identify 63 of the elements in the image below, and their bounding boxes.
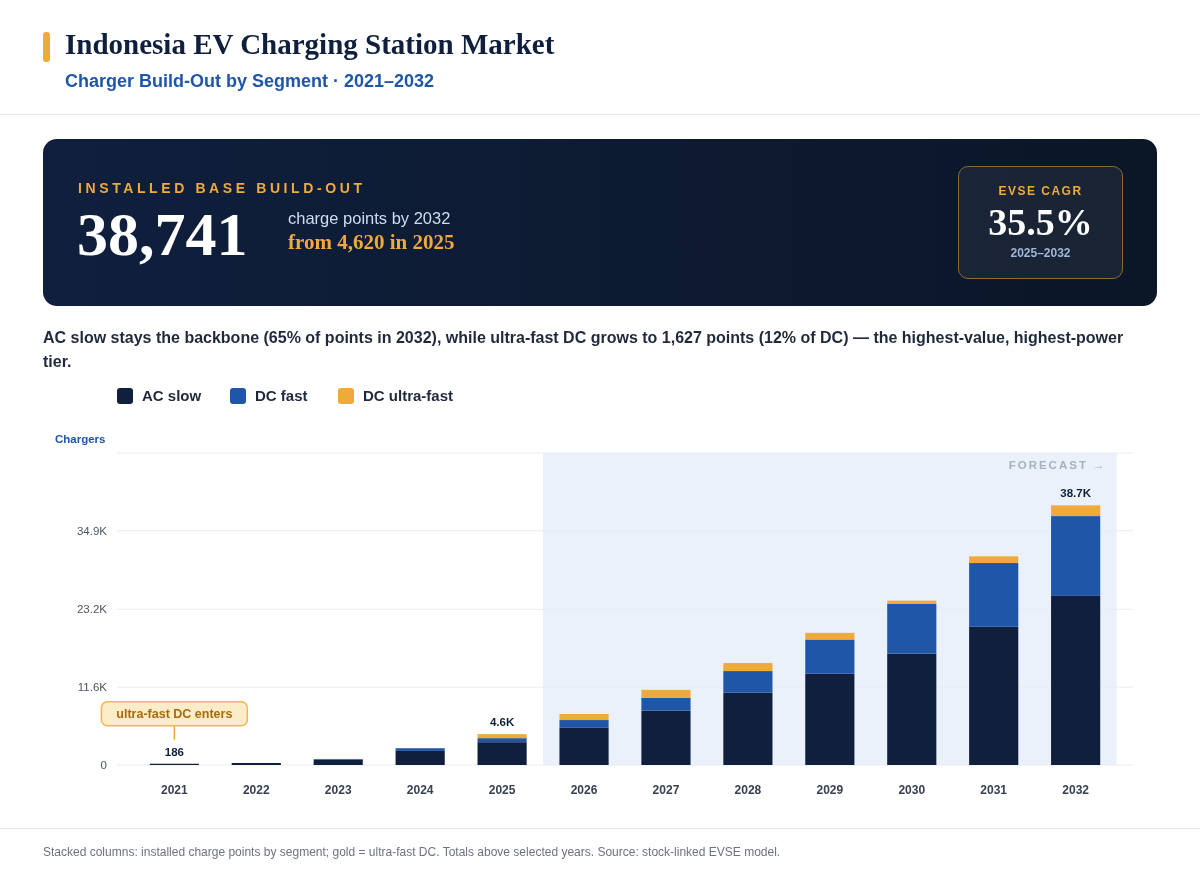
legend-label: DC ultra-fast [363, 387, 454, 404]
legend-label: DC fast [255, 387, 308, 404]
y-tick-label: 23.2K [76, 603, 108, 616]
text: 35.5% [987, 200, 1094, 244]
text: charge points by 2032 [288, 209, 451, 228]
bar [641, 689, 691, 698]
x-tick-label: 2026 [570, 783, 598, 797]
bar [395, 750, 445, 765]
bar [395, 748, 445, 751]
bar [1051, 505, 1101, 517]
bar [231, 762, 281, 765]
x-tick-label: 2025 [488, 783, 516, 797]
text: AC slow stays the backbone (65% of points in 2032), while ultra-fast DC grows to 1,627 points (12% of DC) — the highest-value, highest-power tier. [43, 328, 1125, 372]
bar [887, 603, 937, 654]
y-axis-title: Chargers [55, 433, 106, 445]
x-tick-label: 2029 [816, 783, 844, 797]
x-tick-label: 2027 [652, 783, 680, 797]
bar [723, 671, 773, 693]
bar [723, 692, 773, 765]
band-label: FORECAST → [1008, 459, 1107, 471]
bar [477, 734, 527, 739]
legend-label: AC slow [142, 387, 202, 404]
x-tick-label: 2023 [324, 783, 352, 797]
total-label: 38.7K [1060, 487, 1092, 500]
bar [559, 714, 609, 721]
bar [805, 632, 855, 640]
y-tick-label: 11.6K [77, 681, 108, 694]
bar [559, 720, 609, 728]
bar [477, 742, 527, 765]
text: EVSE CAGR [997, 184, 1084, 198]
bar [805, 639, 855, 674]
text: 2025–2032 [1009, 246, 1072, 260]
bar [805, 673, 855, 765]
bar [969, 626, 1019, 765]
bar [1051, 516, 1101, 596]
bar [887, 653, 937, 765]
bar [969, 556, 1019, 564]
bar [1051, 595, 1101, 765]
bar [641, 697, 691, 711]
y-tick-label: 0 [100, 759, 107, 772]
y-tick-label: 34.9K [76, 524, 108, 537]
x-tick-label: 2021 [161, 783, 189, 797]
x-tick-label: 2022 [242, 783, 270, 797]
bar [969, 563, 1019, 627]
total-label: 4.6K [489, 716, 515, 729]
bar [641, 710, 691, 765]
total-label: 186 [164, 745, 184, 758]
x-tick-label: 2028 [734, 783, 762, 797]
text: 38,741 [77, 199, 248, 270]
text: INSTALLED BASE BUILD-OUT [78, 180, 366, 196]
bar [559, 727, 609, 765]
x-tick-label: 2032 [1062, 783, 1090, 797]
x-tick-label: 2024 [406, 783, 434, 797]
x-tick-label: 2031 [980, 783, 1008, 797]
bar [313, 759, 363, 765]
text: from 4,620 in 2025 [288, 230, 455, 255]
text: Stacked columns: installed charge points by segment; gold = ultra-fast DC. Totals above selected years. Source: stock-linked EVSE model. [43, 845, 781, 859]
chart-title: Indonesia EV Charging Station Market [65, 28, 555, 61]
annotation: ultra-fast DC enters [116, 707, 233, 722]
x-tick-label: 2030 [898, 783, 926, 797]
bar [477, 738, 527, 743]
chart-subtitle: Charger Build-Out by Segment · 2021–2032 [65, 71, 435, 92]
bar [723, 663, 773, 672]
